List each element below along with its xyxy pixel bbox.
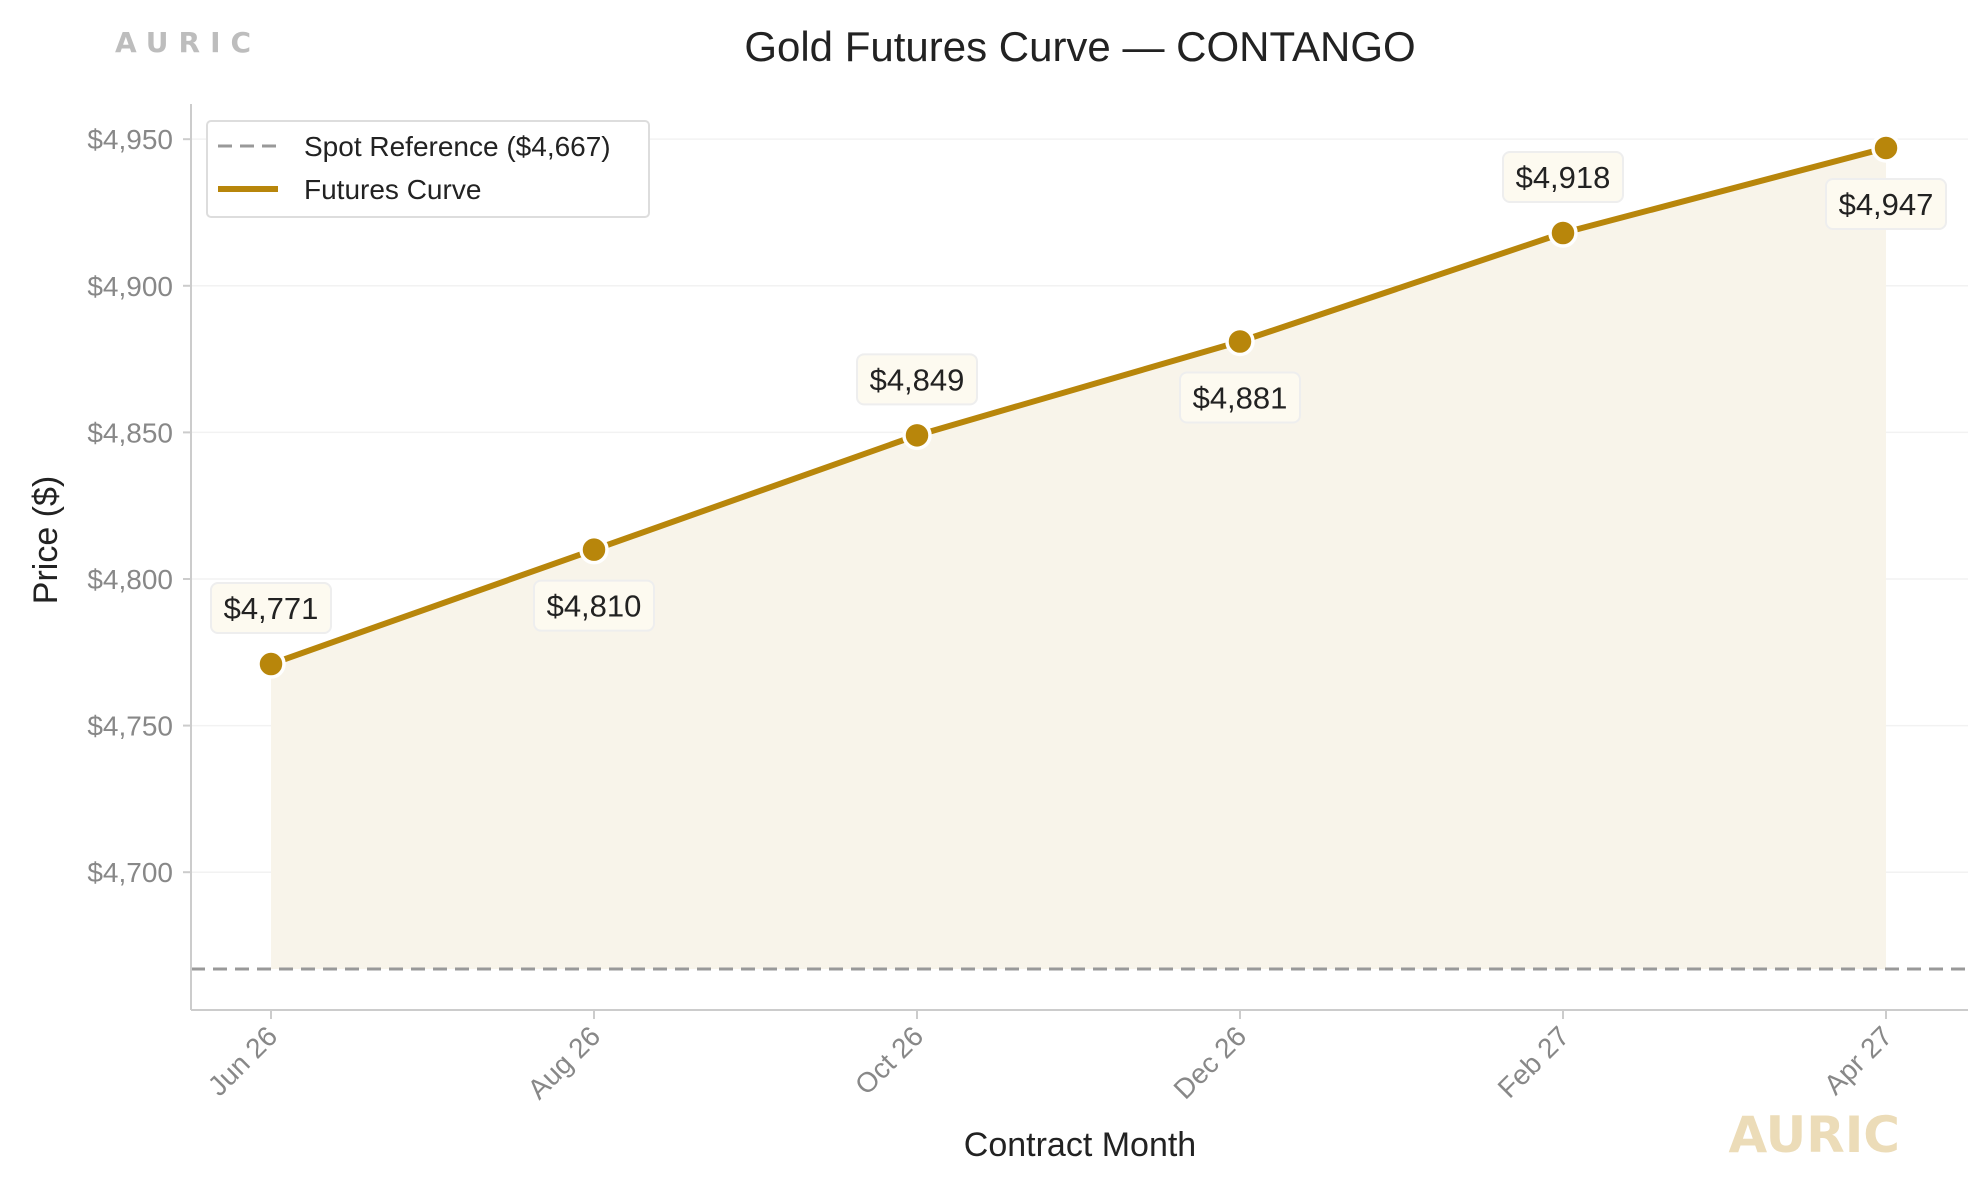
data-point <box>579 534 609 565</box>
y-tick-label: $4,900 <box>87 271 173 302</box>
data-label-box <box>856 353 978 406</box>
data-label: $4,918 <box>1516 160 1611 195</box>
data-label-box <box>1179 371 1301 424</box>
y-tick-label: $4,850 <box>87 417 173 448</box>
x-tick-label: Dec 26 <box>1168 1020 1253 1105</box>
legend-spot-label: Spot Reference ($4,667) <box>304 131 611 162</box>
legend: Spot Reference ($4,667) Futures Curve <box>206 120 650 218</box>
y-ticks: $4,700 $4,750 $4,800 $4,850 $4,900 $4,950 <box>87 124 191 888</box>
data-label: $4,947 <box>1839 187 1934 222</box>
futures-curve-line <box>269 145 1887 667</box>
data-points <box>256 133 1901 679</box>
y-tick-label: $4,800 <box>87 564 173 595</box>
data-label-box <box>1825 177 1947 230</box>
data-labels: $4,771 $4,810 $4,849 $4,881 $4,918 $4,947 <box>210 151 1947 635</box>
legend-curve-label: Futures Curve <box>304 174 481 205</box>
x-tick-label: Oct 26 <box>849 1020 929 1100</box>
x-ticks: Jun 26 Aug 26 Oct 26 Dec 26 Feb 27 Apr 27 <box>202 1010 1898 1105</box>
data-label: $4,810 <box>547 589 642 624</box>
data-label-box <box>533 579 655 632</box>
y-tick-label: $4,700 <box>87 857 173 888</box>
x-tick-label: Apr 27 <box>1818 1020 1898 1100</box>
data-point <box>256 649 286 679</box>
brand-mark-top: AURIC <box>115 26 261 59</box>
x-axis-label: Contract Month <box>964 1126 1196 1164</box>
brand-mark-bottom: AURIC <box>1728 1106 1900 1164</box>
y-axis-label: Price ($) <box>27 476 65 604</box>
area-fill <box>271 147 1886 969</box>
x-tick-label: Jun 26 <box>202 1020 283 1101</box>
x-tick-label: Aug 26 <box>522 1020 607 1105</box>
data-label-box <box>210 582 332 635</box>
legend-box <box>206 120 650 218</box>
data-point <box>1871 133 1901 163</box>
y-tick-label: $4,750 <box>87 711 173 742</box>
y-tick-label: $4,950 <box>87 124 173 155</box>
data-label: $4,881 <box>1193 380 1288 415</box>
data-point <box>1225 326 1255 357</box>
axes <box>190 104 1968 1011</box>
data-label-box <box>1502 151 1624 204</box>
data-label: $4,771 <box>224 591 319 626</box>
x-tick-label: Feb 27 <box>1492 1020 1576 1104</box>
data-point <box>1548 218 1578 248</box>
data-point <box>902 420 932 451</box>
chart-title: Gold Futures Curve — CONTANGO <box>744 23 1415 70</box>
data-label: $4,849 <box>870 362 965 397</box>
